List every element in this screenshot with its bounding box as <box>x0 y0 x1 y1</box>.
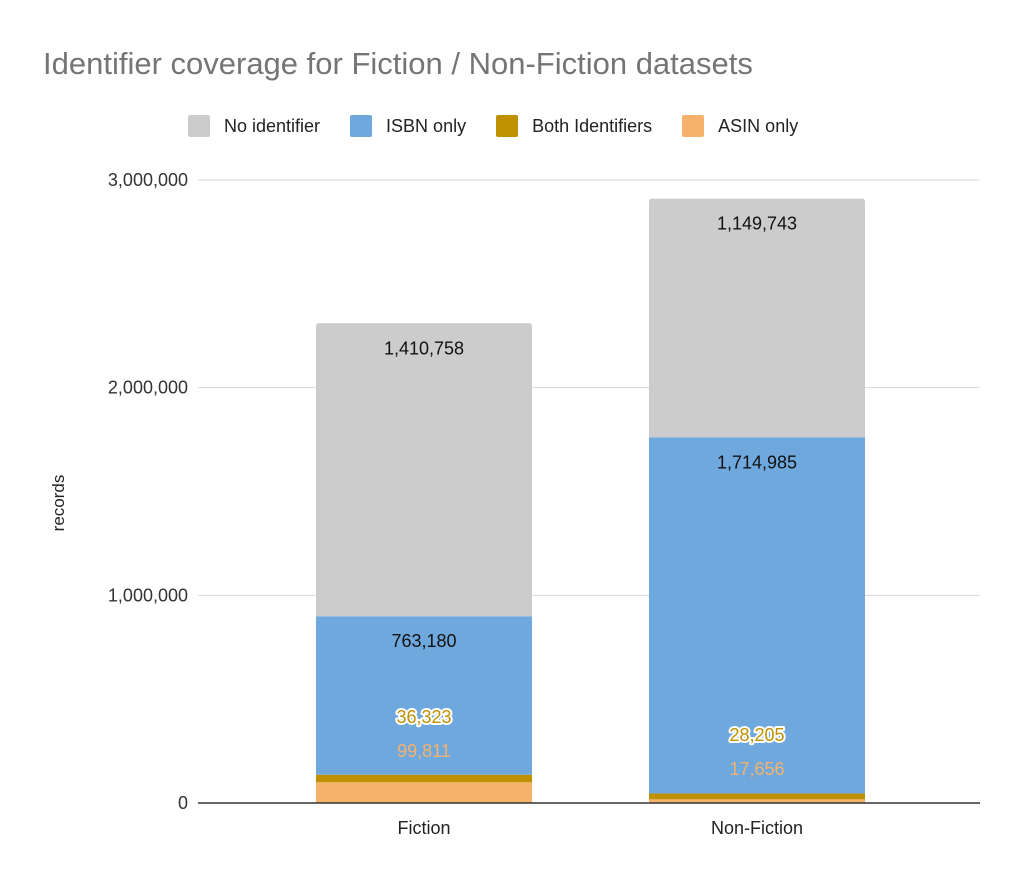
bar-isbn-only-fiction <box>316 616 532 775</box>
legend-item-asin-only: ASIN only <box>682 115 798 137</box>
bar-no-identifier-non-fiction <box>649 198 865 438</box>
data-label-no-identifier-non-fiction: 1,149,743 <box>717 214 797 234</box>
y-tick-label-2: 2,000,000 <box>108 378 188 398</box>
y-axis-title: records <box>49 475 68 532</box>
chart-title: Identifier coverage for Fiction / Non-Fi… <box>43 46 753 81</box>
data-label-asin-only-fiction: 99,811 <box>397 741 451 761</box>
data-label-no-identifier-fiction: 1,410,758 <box>384 338 464 358</box>
y-tick-label-1: 1,000,000 <box>108 585 188 605</box>
bar-both-identifiers-non-fiction <box>649 793 865 800</box>
legend-item-no-identifier: No identifier <box>188 115 320 137</box>
bar-both-identifiers-fiction <box>316 774 532 783</box>
legend-label-asin-only: ASIN only <box>718 115 799 136</box>
data-label-isbn-only-non-fiction: 1,714,985 <box>717 452 797 472</box>
bar-asin-only-non-fiction <box>649 799 865 803</box>
data-label-both-identifiers-fiction: 36,323 <box>396 707 451 727</box>
legend: No identifier ISBN only Both Identifiers AS… <box>188 114 828 138</box>
y-tick-label-3: 3,000,000 <box>108 170 188 190</box>
legend-label-both-identifiers: Both Identifiers <box>532 115 653 136</box>
bar-no-identifier-fiction <box>316 323 532 617</box>
legend-swatch-isbn-only <box>350 115 373 137</box>
legend-swatch-no-identifier <box>188 115 210 137</box>
bar-asin-only-fiction <box>316 782 532 803</box>
data-label-asin-only-non-fiction: 17,656 <box>729 759 784 779</box>
x-tick-label-fiction: Fiction <box>397 818 450 838</box>
legend-swatch-asin-only <box>682 115 705 137</box>
x-tick-label-non-fiction: Non-Fiction <box>711 818 803 838</box>
bar-isbn-only-non-fiction <box>649 437 865 794</box>
data-label-isbn-only-fiction: 763,180 <box>391 631 456 651</box>
legend-item-isbn-only: ISBN only <box>350 115 466 137</box>
legend-item-both-identifiers: Both Identifiers <box>496 115 652 137</box>
legend-swatch-both-identifiers <box>496 115 519 137</box>
legend-label-no-identifier: No identifier <box>224 115 321 136</box>
y-tick-label-0: 0 <box>178 793 188 813</box>
legend-label-isbn-only: ISBN only <box>386 115 467 136</box>
data-label-both-identifiers-non-fiction: 28,205 <box>729 725 784 745</box>
